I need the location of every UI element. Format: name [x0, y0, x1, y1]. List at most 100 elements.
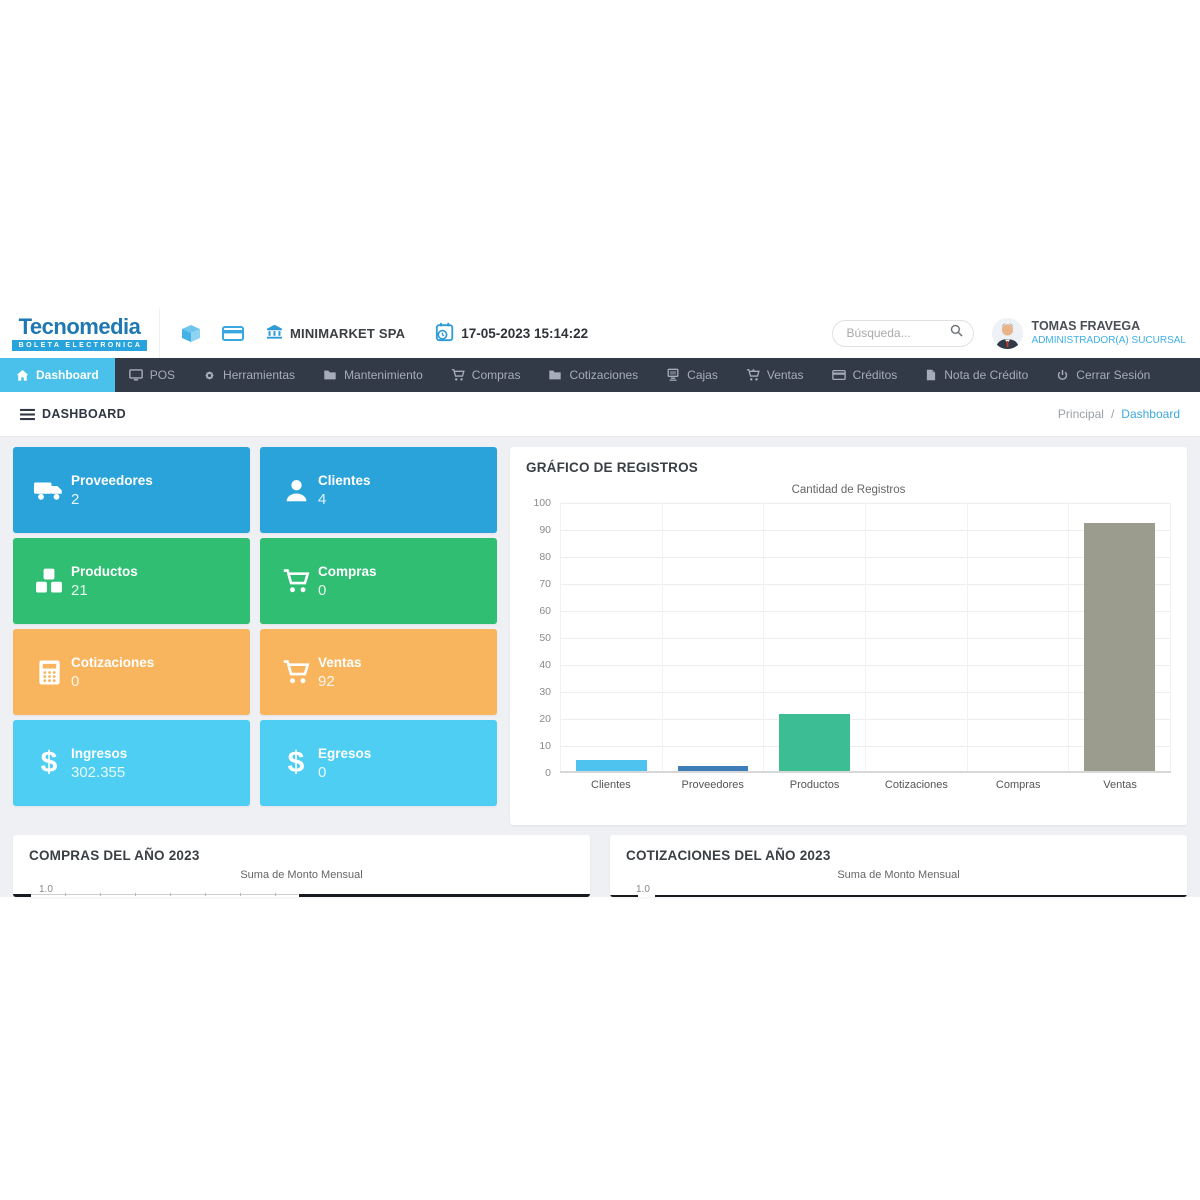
nav-item-nota-de-credito[interactable]: Nota de Crédito — [911, 358, 1042, 392]
cotizaciones-chart-card: COTIZACIONES DEL AÑO 2023 Suma de Monto … — [610, 835, 1187, 897]
breadcrumb-separator: / — [1110, 407, 1115, 421]
compras-chart-title: Suma de Monto Mensual — [240, 869, 363, 881]
dollar-icon: $ — [40, 746, 58, 779]
app-window: Tecnomedia BOLETA ELECTRONICA MINIMARKET… — [0, 308, 1200, 897]
power-icon — [1058, 369, 1068, 380]
stat-card-ventas: Ventas 92 — [260, 629, 497, 715]
nav-item-cotizaciones[interactable]: Cotizaciones — [534, 358, 652, 392]
main-nav: Dashboard POS Herramientas Mantenimiento… — [0, 358, 1200, 392]
cotizaciones-ytick: 1.0 — [636, 884, 650, 895]
search-box[interactable] — [831, 319, 974, 347]
credit-card-icon — [831, 369, 846, 381]
stat-label: Ventas — [318, 654, 362, 670]
logo[interactable]: Tecnomedia BOLETA ELECTRONICA — [0, 308, 160, 358]
logo-text: Tecnomedia — [18, 313, 141, 339]
logo-tagline: BOLETA ELECTRONICA — [11, 339, 148, 351]
breadcrumb-current[interactable]: Dashboard — [1121, 407, 1180, 421]
nav-item-pos[interactable]: POS — [115, 358, 189, 392]
credit-card-icon[interactable] — [222, 325, 244, 342]
dollar-icon: $ — [287, 746, 305, 779]
company-name: MINIMARKET SPA — [290, 325, 406, 341]
stat-card-clientes: Clientes 4 — [260, 447, 497, 533]
avatar — [991, 317, 1023, 349]
folder-icon — [324, 370, 336, 380]
search-input[interactable] — [846, 326, 950, 340]
nav-item-creditos[interactable]: Créditos — [818, 358, 912, 392]
stat-value: 302.355 — [71, 763, 126, 781]
breadcrumb-parent[interactable]: Principal — [1057, 407, 1104, 421]
page-title: DASHBOARD — [42, 407, 126, 421]
datetime-text: 17-05-2023 15:14:22 — [461, 325, 589, 341]
stat-value: 0 — [318, 581, 327, 599]
bar-proveedores — [677, 766, 749, 771]
stat-label: Ingresos — [71, 745, 128, 761]
calculator-icon — [27, 659, 71, 686]
top-header: Tecnomedia BOLETA ELECTRONICA MINIMARKET… — [0, 308, 1200, 358]
cubes-icon — [27, 567, 71, 595]
nav-item-dashboard[interactable]: Dashboard — [0, 358, 115, 392]
stat-value: 2 — [71, 490, 80, 508]
stat-card-egresos: $ Egresos 0 — [260, 720, 497, 806]
nav-item-compras[interactable]: Compras — [437, 358, 535, 392]
file-icon — [927, 369, 936, 381]
stat-label: Proveedores — [71, 472, 153, 488]
stat-value: 21 — [71, 581, 88, 599]
stat-card-ingresos: $ Ingresos 302.355 — [13, 720, 250, 806]
stat-label: Egresos — [318, 745, 372, 761]
chart-title: Cantidad de Registros — [791, 484, 906, 496]
list-icon — [20, 408, 35, 420]
stat-card-proveedores: Proveedores 2 — [13, 447, 250, 533]
cotizaciones-card-title: COTIZACIONES DEL AÑO 2023 — [626, 848, 831, 863]
nav-item-cerrar-sesion[interactable]: Cerrar Sesión — [1042, 358, 1164, 392]
bar-chart: 100 90 80 70 60 50 40 30 20 10 0 — [526, 497, 1172, 779]
registros-chart-card: GRÁFICO DE REGISTROS Cantidad de Registr… — [510, 447, 1187, 825]
x-axis: Clientes Proveedores Productos Cotizacio… — [591, 779, 1137, 791]
user-name: TOMAS FRAVEGA — [1031, 318, 1141, 333]
nav-item-mantenimiento[interactable]: Mantenimiento — [309, 358, 437, 392]
stat-label: Productos — [71, 563, 138, 579]
stat-cards-grid: Proveedores 2 Clientes 4 Productos 21 — [13, 447, 497, 806]
search-icon[interactable] — [950, 324, 963, 342]
home-icon — [16, 369, 29, 381]
company-name-block: MINIMARKET SPA — [266, 324, 405, 342]
calendar-clock-icon — [435, 322, 455, 345]
stat-card-productos: Productos 21 — [13, 538, 250, 624]
plot-area — [560, 503, 1172, 773]
main-content: Proveedores 2 Clientes 4 Productos 21 — [0, 437, 1200, 897]
cart-icon — [451, 369, 465, 381]
cart-icon — [274, 658, 318, 686]
stat-value: 4 — [318, 490, 327, 508]
chart-card-title: GRÁFICO DE REGISTROS — [526, 460, 699, 475]
cart-icon — [274, 567, 318, 595]
nav-item-ventas[interactable]: Ventas — [732, 358, 818, 392]
breadcrumb-bar: DASHBOARD Principal / Dashboard — [0, 392, 1200, 437]
bar-clientes — [576, 760, 647, 771]
bank-icon — [266, 324, 283, 342]
user-role: ADMINISTRADOR(A) SUCURSAL — [1031, 334, 1186, 346]
stat-label: Cotizaciones — [71, 654, 155, 670]
stat-value: 92 — [318, 672, 335, 690]
user-menu[interactable]: TOMAS FRAVEGA ADMINISTRADOR(A) SUCURSAL — [991, 317, 1186, 349]
package-icon[interactable] — [180, 323, 202, 343]
user-icon — [274, 477, 318, 504]
monitor-icon — [128, 369, 143, 381]
bar-ventas — [1084, 523, 1155, 771]
cash-register-icon — [667, 368, 679, 381]
compras-ytick: 1.0 — [39, 884, 53, 895]
cotizaciones-chart-title: Suma de Monto Mensual — [837, 869, 960, 881]
stat-value: 0 — [71, 672, 80, 690]
compras-chart-card: COMPRAS DEL AÑO 2023 Suma de Monto Mensu… — [13, 835, 590, 897]
stat-label: Clientes — [318, 472, 371, 488]
y-axis: 100 90 80 70 60 50 40 30 20 10 0 — [533, 497, 551, 779]
stat-card-compras: Compras 0 — [260, 538, 497, 624]
truck-icon — [27, 478, 71, 502]
stat-value: 0 — [318, 763, 327, 781]
breadcrumb: Principal / Dashboard — [1058, 407, 1180, 421]
datetime-block: 17-05-2023 15:14:22 — [435, 322, 588, 345]
stat-label: Compras — [318, 563, 377, 579]
compras-card-title: COMPRAS DEL AÑO 2023 — [29, 848, 200, 863]
nav-item-herramientas[interactable]: Herramientas — [189, 358, 309, 392]
nav-item-cajas[interactable]: Cajas — [652, 358, 732, 392]
gear-icon — [205, 370, 214, 380]
folder-icon — [549, 370, 562, 380]
